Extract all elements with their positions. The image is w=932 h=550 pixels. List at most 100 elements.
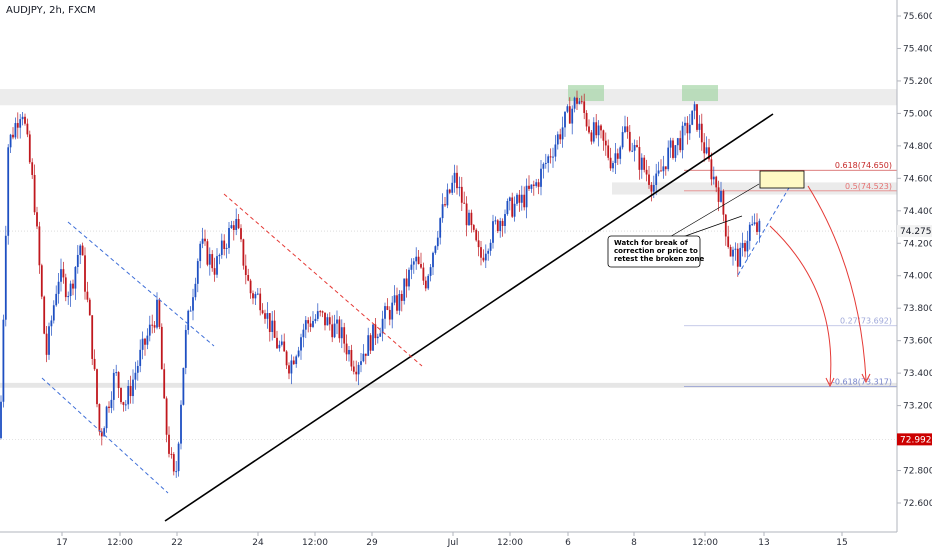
x-tick-label: 12:00 (107, 538, 133, 548)
candle-body (283, 341, 286, 352)
candle-body (328, 317, 331, 325)
candle-body (597, 125, 600, 136)
candle-body (280, 341, 283, 345)
candle-body (444, 204, 446, 206)
candle-body (64, 277, 67, 298)
candle-body (624, 126, 626, 133)
candle-body (540, 168, 542, 187)
candle-body (2, 319, 5, 402)
candle-body (513, 203, 516, 217)
candle-body (537, 182, 540, 187)
candle-body (352, 366, 355, 372)
candle-body (432, 252, 434, 268)
candle-body (487, 250, 490, 254)
candle-body (206, 241, 209, 265)
price-tag-label: 72.992 (900, 435, 932, 445)
candle-body (482, 257, 485, 261)
candle-body (456, 172, 458, 189)
candle-body (290, 360, 293, 374)
candle-body (21, 116, 24, 120)
candle-body (57, 281, 60, 294)
candle-body (571, 108, 574, 124)
candle-body (93, 358, 96, 370)
y-tick-label: 74.400 (903, 207, 932, 217)
candle-body (729, 246, 732, 257)
candle-body (753, 222, 756, 225)
candle-body (698, 123, 701, 130)
candle-body (223, 240, 226, 249)
candle-body (672, 140, 674, 158)
annotation-text: correction or price to (614, 247, 698, 255)
candle-body (105, 406, 108, 429)
candle-body (302, 329, 305, 338)
candle-body (88, 299, 91, 316)
candle-body (288, 365, 290, 374)
price-tag-label: 74.275 (900, 227, 932, 237)
candle-body (326, 317, 329, 326)
candle-body (732, 249, 734, 257)
candle-body (300, 337, 302, 351)
candle-body (559, 134, 562, 140)
candle-body (422, 267, 425, 281)
candle-body (463, 202, 466, 204)
candle-body (720, 191, 722, 202)
candle-body (271, 320, 274, 332)
candle-body (674, 145, 677, 158)
y-tick-label: 73.400 (903, 369, 932, 379)
candle-body (158, 299, 161, 327)
candle-body (69, 283, 72, 297)
candle-body (148, 324, 151, 336)
candle-body (391, 302, 394, 320)
x-tick-label: 6 (565, 538, 571, 548)
candle-body (141, 338, 144, 350)
candle-body (96, 369, 98, 405)
candle-body (264, 313, 266, 319)
candle-body (506, 201, 509, 215)
candle-body (590, 132, 593, 142)
candle-body (261, 310, 264, 314)
candle-body (79, 245, 82, 255)
y-tick-label: 73.600 (903, 337, 932, 347)
candle-body (254, 294, 257, 299)
candle-body (376, 336, 379, 339)
candle-body (448, 189, 451, 193)
candle-body (480, 247, 482, 258)
chart-title: AUDJPY, 2h, FXCM (6, 5, 96, 16)
candle-body (705, 147, 708, 154)
candle-body (439, 218, 442, 238)
candle-body (547, 156, 550, 163)
candle-body (645, 169, 648, 175)
candle-body (43, 296, 46, 334)
candle-body (415, 256, 418, 262)
candle-body (429, 267, 432, 276)
candle-body (295, 356, 298, 365)
candle-body (655, 173, 658, 186)
arrow-head (861, 373, 871, 384)
candle-body (420, 264, 422, 268)
candle-body (98, 404, 101, 432)
candle-body (12, 134, 14, 138)
candle-body (259, 293, 262, 311)
candle-body (160, 326, 163, 370)
candle-body (408, 269, 410, 287)
candle-body (600, 125, 602, 131)
candle-body (746, 240, 749, 252)
candle-body (585, 112, 588, 127)
candle-body (144, 338, 146, 345)
x-tick-label: 8 (631, 538, 637, 548)
candle-body (516, 194, 518, 204)
candle-body (232, 225, 235, 230)
candle-body (523, 194, 526, 208)
candle-body (48, 326, 50, 355)
candle-body (748, 224, 751, 241)
y-tick-label: 75.000 (903, 109, 932, 119)
highlight-box (568, 85, 604, 102)
candle-body (496, 220, 499, 232)
candle-body (81, 245, 84, 256)
candle-body (7, 147, 10, 236)
candle-body (16, 123, 19, 128)
y-tick-label: 74.800 (903, 142, 932, 152)
candle-body (268, 313, 271, 332)
